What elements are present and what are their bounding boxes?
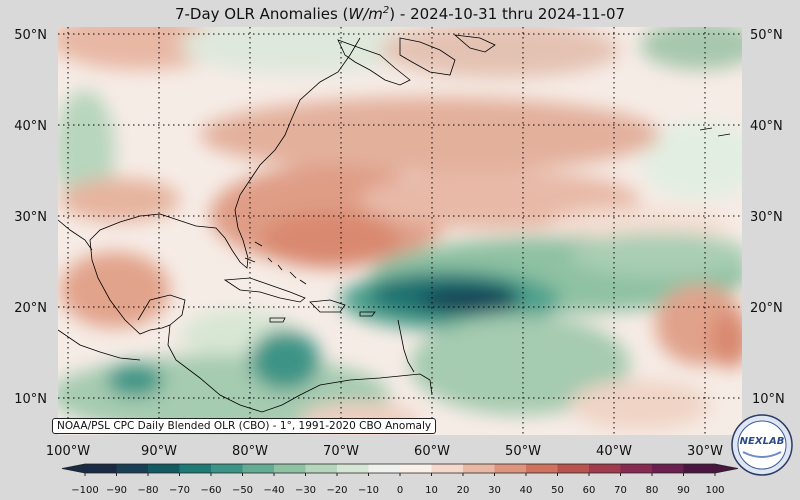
colorbar-tick-label: 0 [397, 485, 403, 496]
graticule [58, 27, 742, 435]
colorbar-swatch [557, 464, 590, 473]
colorbar-tick-label: 10 [425, 485, 438, 496]
colorbar-swatch [116, 464, 149, 473]
colorbar-tick-label: 30 [488, 485, 501, 496]
colorbar-tick-label: 40 [520, 485, 533, 496]
lat-label-left: 10°N [14, 392, 47, 407]
colorbar-swatch [305, 464, 338, 473]
colorbar-swatch [337, 464, 369, 473]
colorbar-tick-label: −80 [137, 485, 158, 496]
colorbar-swatch [148, 464, 180, 473]
colorbar-swatch [652, 464, 684, 473]
lat-label-left: 20°N [14, 301, 47, 316]
colorbar-swatch [242, 464, 275, 473]
longitude-labels: 100°W 90°W 80°W 70°W 60°W 50°W 40°W 30°W [46, 444, 723, 459]
lat-label-left: 40°N [14, 119, 47, 134]
lat-label-right: 50°N [750, 28, 783, 43]
colorbar-swatch [211, 464, 243, 473]
map-title: 7-Day OLR Anomalies (W/m2) - 2024-10-31 … [174, 5, 626, 23]
colorbar-tick-label: 80 [646, 485, 659, 496]
colorbar-tick-label: −10 [358, 485, 379, 496]
colorbar-swatch [683, 464, 716, 473]
lat-label-left: 30°N [14, 210, 47, 225]
colorbar-swatch [85, 464, 117, 473]
lon-label: 90°W [141, 444, 177, 459]
colorbar-swatch [400, 464, 432, 473]
colorbar-tick-label: −70 [169, 485, 190, 496]
colorbar-tick-label: −100 [71, 485, 98, 496]
logo-text: NEXLAB [740, 436, 785, 447]
lat-label-right: 10°N [752, 392, 785, 407]
colorbar-swatch [179, 464, 212, 473]
lon-label: 50°W [505, 444, 541, 459]
lon-label: 40°W [596, 444, 632, 459]
colorbar-extend-high [715, 464, 738, 473]
latitude-labels: 50°N 40°N 30°N 20°N 10°N 50°N 40°N 30°N … [14, 28, 785, 407]
colorbar-swatch [620, 464, 653, 473]
colorbar: −100 −90 −80 −70 −60 −50 −40 −30 −20 −10 0 10 20 30 40… [61, 463, 739, 496]
colorbar-tick-label: 100 [705, 485, 724, 496]
colorbar-tick-label: 60 [583, 485, 596, 496]
colorbar-swatch [431, 464, 464, 473]
lon-label: 80°W [232, 444, 268, 459]
colorbar-tick-label: −50 [232, 485, 253, 496]
colorbar-tick-label: −90 [106, 485, 127, 496]
colorbar-tick-label: 20 [457, 485, 470, 496]
colorbar-tick-label: −20 [326, 485, 347, 496]
lat-label-right: 20°N [750, 301, 783, 316]
lat-label-right: 40°N [750, 119, 783, 134]
colorbar-tick-label: −40 [263, 485, 284, 496]
coastlines [58, 34, 731, 413]
colorbar-tick-label: 90 [677, 485, 690, 496]
colorbar-extend-low [62, 464, 85, 473]
anomaly-field [58, 27, 742, 435]
colorbar-swatch [274, 464, 306, 473]
lon-label: 60°W [414, 444, 450, 459]
colorbar-tick-label: −60 [200, 485, 221, 496]
nexlab-logo: NEXLAB [731, 414, 793, 476]
colorbar-swatch [368, 464, 401, 473]
colorbar-swatch [494, 464, 527, 473]
lon-label: 70°W [323, 444, 359, 459]
lat-label-left: 50°N [14, 28, 47, 43]
colorbar-swatch [463, 464, 495, 473]
lon-label: 30°W [687, 444, 723, 459]
colorbar-swatch [589, 464, 621, 473]
colorbar-tick-label: 50 [551, 485, 564, 496]
lon-label: 100°W [46, 444, 90, 459]
lat-label-right: 30°N [750, 210, 783, 225]
colorbar-tick-label: −30 [295, 485, 316, 496]
data-source-credit: NOAA/PSL CPC Daily Blended OLR (CBO) - 1… [52, 418, 437, 434]
colorbar-tick-label: 70 [614, 485, 627, 496]
colorbar-swatch [526, 464, 558, 473]
